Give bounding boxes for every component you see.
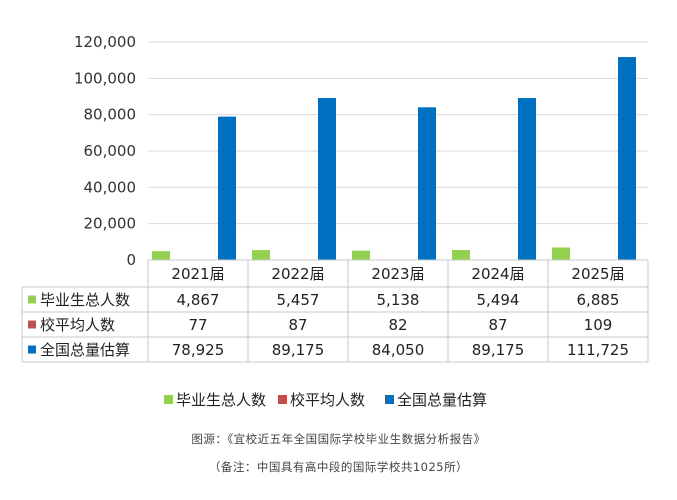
legend-label: 全国总量估算	[397, 391, 487, 409]
bar-3-2024届	[518, 97, 536, 260]
table-series-key	[28, 345, 36, 354]
chart-source: 图源：《宜校近五年全国国际学校毕业生数据分析报告》	[191, 432, 486, 446]
data-label: 89,175	[472, 341, 525, 359]
x-tick-label: 2022届	[271, 265, 324, 283]
x-tick-label: 2021届	[171, 265, 224, 283]
data-label: 89,175	[272, 341, 325, 359]
y-tick-label: 0	[126, 251, 136, 269]
data-label: 82	[388, 316, 407, 334]
x-tick-label: 2025届	[571, 265, 624, 283]
table-series-key	[28, 320, 36, 329]
table-series-name: 全国总量估算	[40, 341, 130, 359]
bar-1-2023届	[352, 250, 370, 260]
legend-label: 毕业生总人数	[176, 391, 266, 409]
bar-1-2025届	[552, 247, 570, 260]
bar-3-2025届	[618, 57, 636, 261]
legend-swatch	[164, 395, 173, 404]
table-series-name: 毕业生总人数	[40, 291, 130, 309]
data-label: 4,867	[177, 291, 220, 309]
data-label: 84,050	[372, 341, 425, 359]
y-tick-label: 60,000	[84, 142, 137, 160]
table-series-name: 校平均人数	[40, 316, 115, 334]
y-tick-label: 80,000	[84, 106, 137, 124]
bar-3-2023届	[418, 107, 436, 260]
data-label: 6,885	[577, 291, 620, 309]
data-label: 77	[188, 316, 207, 334]
bar-1-2024届	[452, 250, 470, 260]
bar-1-2022届	[252, 250, 270, 260]
data-label: 78,925	[172, 341, 225, 359]
chart-note: （备注：中国具有高中段的国际学校共1025所）	[208, 460, 469, 474]
data-label: 5,457	[277, 291, 320, 309]
table-series-key	[28, 295, 36, 304]
data-label: 87	[488, 316, 507, 334]
legend-swatch	[278, 395, 287, 404]
bar-1-2021届	[152, 251, 170, 260]
data-label: 87	[288, 316, 307, 334]
data-label: 5,494	[477, 291, 520, 309]
data-label: 109	[584, 316, 613, 334]
y-tick-label: 20,000	[84, 215, 137, 233]
x-tick-label: 2024届	[471, 265, 524, 283]
legend-label: 校平均人数	[290, 391, 365, 409]
y-tick-label: 120,000	[74, 33, 136, 51]
data-label: 111,725	[567, 341, 629, 359]
bar-3-2021届	[218, 116, 236, 260]
y-tick-label: 40,000	[84, 178, 137, 196]
data-label: 5,138	[377, 291, 420, 309]
legend-swatch	[385, 395, 394, 404]
bar-3-2022届	[318, 97, 336, 260]
x-tick-label: 2023届	[371, 265, 424, 283]
y-tick-label: 100,000	[74, 69, 136, 87]
